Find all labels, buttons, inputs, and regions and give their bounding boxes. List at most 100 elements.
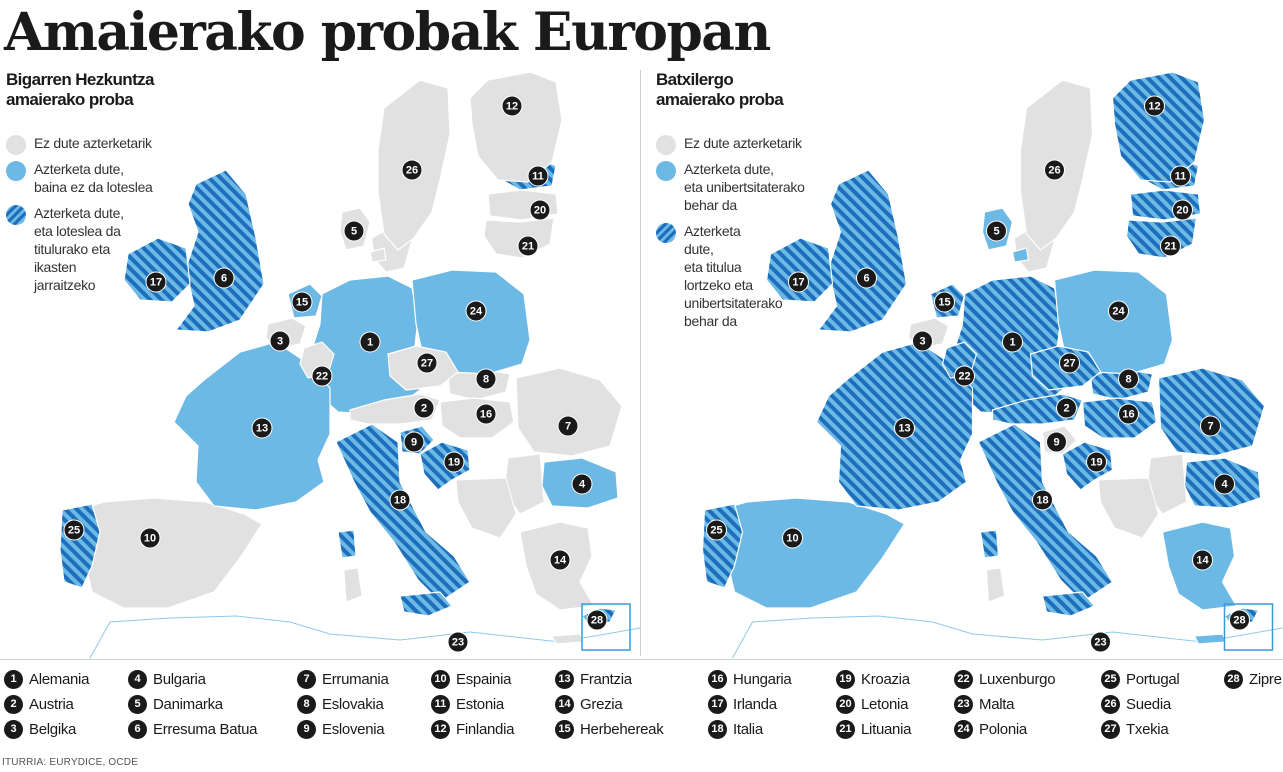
marker-circle bbox=[403, 431, 425, 453]
key-country-name: Espainia bbox=[456, 670, 512, 688]
marker-circle bbox=[213, 267, 235, 289]
marker-number: 26 bbox=[1048, 165, 1060, 177]
country-shape-7 bbox=[515, 367, 623, 457]
marker-number: 20 bbox=[1176, 205, 1188, 217]
key-number: 18 bbox=[708, 719, 727, 739]
marker-number: 2 bbox=[421, 403, 427, 415]
country-shapes bbox=[59, 71, 640, 658]
marker-circle bbox=[359, 331, 381, 353]
key-item: 16 Hungaria bbox=[708, 668, 792, 690]
key-country-name: Austria bbox=[29, 695, 74, 713]
marker-circle bbox=[401, 159, 423, 181]
panel-heading-right: Batxilergo amaierako proba bbox=[656, 70, 784, 109]
key-item: 26 Suedia bbox=[1101, 693, 1171, 715]
legend-swatch-grey bbox=[656, 135, 676, 155]
key-country-name: Txekia bbox=[1126, 720, 1169, 738]
coastline bbox=[732, 615, 1283, 658]
country-marker-28: 28 bbox=[586, 609, 608, 631]
marker-circle bbox=[251, 417, 273, 439]
country-marker-10: 10 bbox=[782, 527, 803, 549]
key-number: 24 bbox=[954, 719, 973, 739]
key-number: 15 bbox=[555, 719, 574, 739]
country-marker-12: 12 bbox=[1144, 95, 1165, 117]
country-marker-7: 7 bbox=[1200, 415, 1221, 437]
country-shape-18 bbox=[979, 529, 1000, 559]
key-number: 22 bbox=[954, 669, 973, 689]
key-country-name: Irlanda bbox=[733, 695, 777, 713]
country-shape-5 bbox=[369, 247, 387, 263]
country-marker-14: 14 bbox=[549, 549, 571, 571]
country-shape-21 bbox=[1125, 217, 1198, 259]
marker-number: 19 bbox=[448, 457, 460, 469]
key-item: 13 Frantzia bbox=[555, 668, 632, 690]
key-country-name: Belgika bbox=[29, 720, 77, 738]
country-marker-5: 5 bbox=[986, 220, 1007, 242]
key-number: 21 bbox=[836, 719, 855, 739]
key-country-name: Polonia bbox=[979, 720, 1027, 738]
key-country-name: Suedia bbox=[1126, 695, 1171, 713]
marker-number: 13 bbox=[898, 423, 910, 435]
country-marker-1: 1 bbox=[359, 331, 381, 353]
country-marker-2: 2 bbox=[1056, 397, 1077, 419]
marker-number: 7 bbox=[565, 421, 571, 433]
marker-circle bbox=[1144, 95, 1165, 117]
country-shape-5 bbox=[1011, 247, 1030, 263]
marker-circle bbox=[1200, 415, 1221, 437]
key-item: 4 Bulgaria bbox=[128, 668, 206, 690]
key-item: 22 Luxenburgo bbox=[954, 668, 1056, 690]
key-divider bbox=[0, 659, 1283, 660]
marker-circle bbox=[475, 368, 497, 390]
key-country-name: Alemania bbox=[29, 670, 90, 688]
marker-number: 21 bbox=[1164, 241, 1176, 253]
country-marker-22: 22 bbox=[954, 365, 975, 387]
legend-item: Azterketa dute, eta loteslea da titulura… bbox=[6, 204, 181, 294]
country-marker-24: 24 bbox=[1108, 300, 1129, 322]
key-country-name: Eslovakia bbox=[322, 695, 384, 713]
key-number: 23 bbox=[954, 694, 973, 714]
marker-number: 17 bbox=[150, 277, 162, 289]
country-marker-14: 14 bbox=[1192, 549, 1213, 571]
country-marker-13: 13 bbox=[251, 417, 273, 439]
key-country-name: Italia bbox=[733, 720, 763, 738]
marker-circle bbox=[1056, 397, 1077, 419]
key-country-name: Hungaria bbox=[733, 670, 792, 688]
key-item: 14 Grezia bbox=[555, 693, 623, 715]
marker-number: 25 bbox=[710, 525, 722, 537]
country-marker-22: 22 bbox=[311, 365, 333, 387]
country-marker-9: 9 bbox=[403, 431, 425, 453]
key-item: 8 Eslovakia bbox=[297, 693, 384, 715]
key-number: 16 bbox=[708, 669, 727, 689]
country-marker-9: 9 bbox=[1046, 431, 1067, 453]
marker-circle bbox=[912, 330, 933, 352]
key-country-name: Grezia bbox=[580, 695, 623, 713]
country-marker-3: 3 bbox=[912, 330, 933, 352]
key-number: 19 bbox=[836, 669, 855, 689]
country-marker-2: 2 bbox=[413, 397, 435, 419]
legend-right: Ez dute azterketarik Azterketa dute, eta… bbox=[656, 134, 831, 338]
marker-circle bbox=[389, 489, 411, 511]
key-number: 9 bbox=[297, 719, 316, 739]
marker-circle bbox=[416, 352, 438, 374]
country-marker-21: 21 bbox=[517, 235, 539, 257]
country-markers: 1234567891011121314151617181920212223242… bbox=[706, 95, 1250, 653]
source-note: ITURRIA: EURYDICE, OCDE bbox=[2, 757, 139, 768]
marker-circle bbox=[1002, 331, 1023, 353]
key-country-name: Erresuma Batua bbox=[153, 720, 258, 738]
key-number: 27 bbox=[1101, 719, 1120, 739]
panel-heading-left: Bigarren Hezkuntza amaierako proba bbox=[6, 70, 155, 109]
key-item: 24 Polonia bbox=[954, 718, 1027, 740]
marker-circle bbox=[894, 417, 915, 439]
marker-number: 22 bbox=[316, 371, 328, 383]
country-marker-16: 16 bbox=[475, 403, 497, 425]
marker-number: 1 bbox=[367, 337, 373, 349]
country-marker-28: 28 bbox=[1229, 609, 1250, 631]
legend-left: Ez dute azterketarik Azterketa dute, bai… bbox=[6, 134, 181, 302]
background-land bbox=[455, 477, 517, 539]
key-item: 7 Errumania bbox=[297, 668, 389, 690]
marker-circle bbox=[465, 300, 487, 322]
marker-number: 19 bbox=[1090, 457, 1102, 469]
marker-circle bbox=[1044, 159, 1065, 181]
marker-circle bbox=[586, 609, 608, 631]
marker-circle bbox=[139, 527, 161, 549]
country-marker-1: 1 bbox=[1002, 331, 1023, 353]
